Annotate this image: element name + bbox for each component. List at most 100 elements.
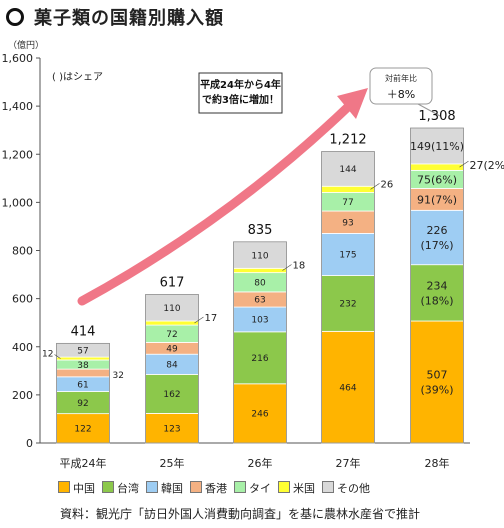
bar-total-label: 835 [248, 223, 273, 238]
bar-segment [410, 264, 464, 322]
yoy-value: ＋8% [387, 88, 415, 101]
data-label: 77 [342, 198, 353, 208]
bar-total-label: 1,212 [329, 133, 366, 148]
legend-item-hongkong: 香港 [190, 480, 227, 496]
yoy-pointer [417, 103, 441, 117]
legend-item-thailand: タイ [234, 480, 271, 496]
data-label: 144 [339, 165, 356, 175]
data-label-leader [370, 183, 380, 190]
data-label: (17%) [420, 239, 453, 252]
annotation-box [198, 72, 283, 114]
data-label: 12 [42, 350, 53, 360]
data-label: 57 [77, 346, 88, 356]
data-label: 72 [166, 330, 177, 340]
legend-item-taiwan: 台湾 [102, 480, 139, 496]
x-tick-label: 28年 [425, 456, 450, 470]
bar-segment [410, 320, 464, 444]
legend-swatch [234, 481, 246, 493]
legend-swatch [146, 481, 158, 493]
data-label: 149(11%) [410, 140, 464, 153]
y-tick-label: 400 [12, 341, 33, 354]
bar-segment [321, 185, 375, 193]
data-label: 246 [251, 410, 268, 420]
yoy-callout [369, 67, 433, 105]
legend-item-china: 中国 [58, 480, 95, 496]
data-label: 38 [77, 361, 89, 371]
y-tick-label: 1,000 [2, 196, 34, 209]
data-label: (39%) [420, 383, 453, 396]
data-label: 32 [113, 371, 124, 381]
data-label: 507 [427, 368, 448, 381]
y-tick-label: 1,200 [2, 148, 34, 161]
data-label-leader [54, 354, 61, 359]
bar-segment [321, 330, 375, 444]
data-label: 92 [77, 399, 88, 409]
legend-swatch [102, 481, 114, 493]
y-tick-label: 600 [12, 293, 33, 306]
growth-arrow-head [337, 88, 368, 119]
share-note: ( )はシェア [52, 71, 103, 83]
bar-segment [233, 267, 287, 274]
bar-total-label: 617 [160, 276, 185, 291]
circle-icon [6, 8, 24, 26]
x-tick-label: 平成24年 [60, 456, 107, 470]
legend-swatch [278, 481, 290, 493]
data-label: (18%) [420, 294, 453, 307]
x-tick-label: 25年 [160, 456, 185, 470]
legend-item-other: その他 [322, 480, 370, 496]
data-label-leader [282, 264, 292, 271]
bar-total-label: 414 [71, 324, 96, 339]
data-label: 216 [251, 354, 268, 364]
data-label: 61 [77, 380, 88, 390]
bar-outline [145, 294, 199, 444]
data-label-leader [194, 316, 204, 324]
data-label: 26 [381, 179, 394, 190]
x-tick-label: 27年 [336, 456, 361, 470]
data-label: 110 [251, 251, 268, 261]
y-tick-label: 1,600 [2, 52, 34, 65]
data-label: 103 [251, 316, 268, 326]
legend-swatch [58, 481, 70, 493]
source-note: 資料：観光庁「訪日外国人消費動向調査」を基に農林水産省で推計 [60, 507, 421, 521]
x-tick-label: 26年 [248, 456, 273, 470]
chart-title: 菓子類の国籍別購入額 [6, 4, 224, 30]
data-label: 123 [163, 424, 180, 434]
y-axis-unit: （億円） [8, 39, 44, 51]
y-tick-label: 200 [12, 389, 33, 402]
data-label: 18 [293, 260, 306, 271]
data-label: 27(2%) [470, 159, 504, 172]
bar-segment [56, 356, 110, 361]
growth-arrow-shaft [77, 100, 355, 306]
data-label: 122 [74, 425, 91, 435]
data-label: 226 [427, 224, 448, 237]
bar-total-label: 1,308 [418, 109, 455, 124]
bar-outline [321, 151, 375, 444]
annotation-text: で約3倍に増加！ [202, 93, 279, 106]
y-tick-label: 0 [26, 437, 33, 450]
bar-segment [321, 233, 375, 276]
bar-segment [410, 127, 464, 165]
data-label: 464 [339, 383, 356, 393]
data-label: 80 [254, 278, 266, 288]
data-label: 234 [427, 279, 448, 292]
data-label: 75(6%) [417, 173, 457, 186]
bar-segment [233, 331, 287, 385]
data-label: 110 [163, 304, 180, 314]
legend-swatch [322, 481, 334, 493]
data-label: 232 [339, 300, 356, 310]
data-label: 49 [166, 345, 178, 355]
legend-item-korea: 韓国 [146, 480, 183, 496]
annotation-text: 平成24年から4年 [200, 78, 281, 91]
data-label-leader [459, 160, 469, 168]
bar-segment [145, 320, 199, 326]
data-label: 63 [254, 296, 265, 306]
yoy-label: 対前年比 [385, 73, 417, 83]
chart-title-text: 菓子類の国籍別購入額 [34, 8, 224, 29]
bar-outline [56, 342, 110, 444]
bar-outline [410, 127, 464, 444]
data-label: 93 [342, 218, 353, 228]
data-label: 17 [205, 313, 218, 324]
legend-swatch [190, 481, 202, 493]
data-label: 84 [166, 361, 178, 371]
